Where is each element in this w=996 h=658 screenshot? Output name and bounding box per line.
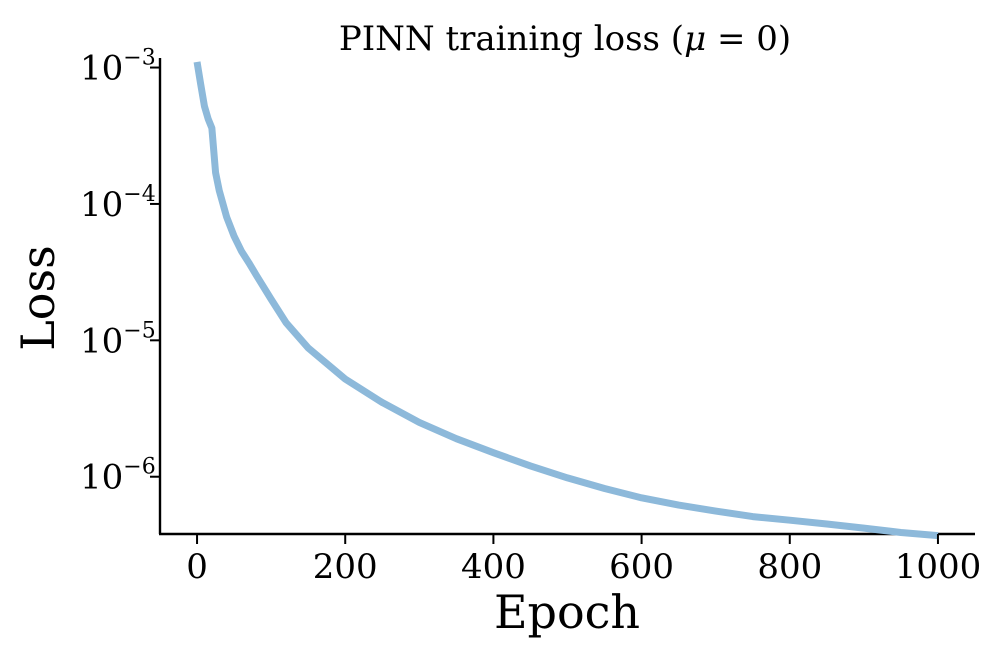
x-axis-label: Epoch (494, 585, 640, 639)
x-tick-label: 1000 (895, 547, 982, 587)
x-tick-label: 0 (186, 547, 208, 587)
y-tick-label: 10−4 (80, 182, 156, 225)
x-tick-label: 800 (757, 547, 822, 587)
chart-title: PINN training loss (μ = 0) (339, 19, 791, 59)
loss-series-line (193, 61, 939, 540)
x-tick-label: 400 (461, 547, 526, 587)
y-axis-label: Loss (11, 245, 65, 350)
x-tick-label: 200 (313, 547, 378, 587)
x-tick-label: 600 (609, 547, 674, 587)
y-tick-label: 10−5 (80, 318, 156, 361)
title-mu-symbol: μ (684, 19, 706, 59)
y-tick-label: 10−3 (80, 46, 156, 89)
x-axis-ticks: 0 200 400 600 800 1000 (186, 534, 981, 587)
y-tick-label: 10−6 (80, 455, 156, 498)
y-axis-ticks: 10−3 10−4 10−5 10−6 (80, 46, 160, 498)
